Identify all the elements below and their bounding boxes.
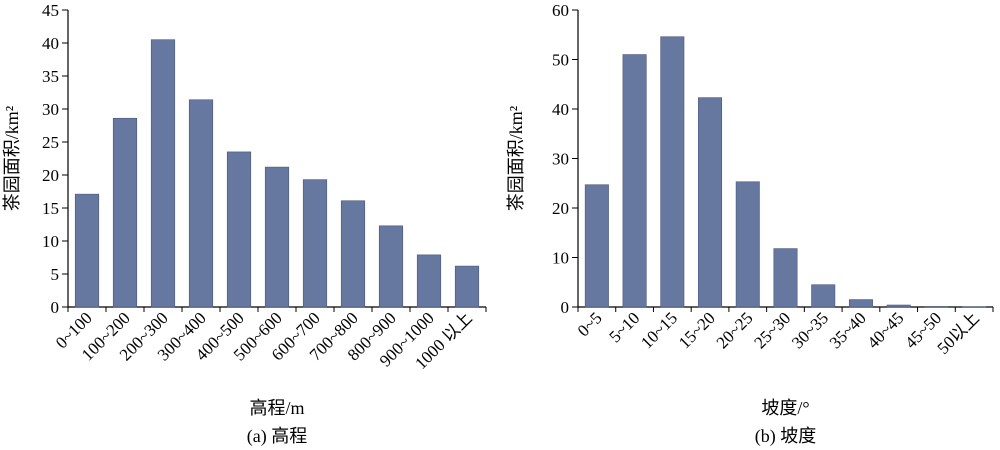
chart-0-caption: (a) 高程 — [247, 426, 307, 447]
chart-1-bar — [848, 299, 873, 308]
chart-0-bar — [340, 200, 366, 308]
chart-1-ytick-label: 60 — [552, 1, 569, 20]
chart-0-bar — [416, 254, 442, 308]
chart-1-xlabel: 坡度/° — [761, 398, 809, 418]
chart-0-bar — [74, 193, 100, 308]
chart-1-bar — [698, 97, 723, 308]
chart-1-bar — [584, 184, 609, 308]
chart-1-xtick-label: 20~25 — [713, 308, 757, 352]
chart-1-xtick-label: 30~35 — [788, 308, 832, 352]
chart-1-xtick-label: 40~45 — [864, 308, 908, 352]
chart-1-bar — [660, 36, 685, 308]
chart-0-ytick-label: 5 — [51, 265, 60, 284]
chart-0-ytick-label: 20 — [42, 166, 59, 185]
chart-0-ytick-label: 0 — [51, 298, 60, 317]
chart-0-bar — [454, 265, 480, 308]
chart-0-ylabel: 茶园面积/km² — [2, 106, 22, 211]
chart-0-bar — [188, 99, 214, 308]
chart-0-xlabel: 高程/m — [249, 398, 304, 418]
chart-0-ytick-label: 45 — [42, 1, 59, 20]
chart-1-bar — [886, 304, 911, 308]
chart-1-xtick-label: 0~5 — [574, 308, 606, 340]
chart-1-bar — [811, 284, 836, 308]
chart-1-ytick-label: 10 — [552, 249, 569, 268]
chart-1-xtick-label: 10~15 — [637, 308, 681, 352]
chart-0-ytick-label: 15 — [42, 199, 59, 218]
chart-1-xtick-label: 25~30 — [750, 308, 794, 352]
chart-1-bar — [622, 54, 647, 308]
chart-1-ytick-label: 30 — [552, 150, 569, 169]
chart-1-ytick-label: 40 — [552, 100, 569, 119]
chart-1-ylabel: 茶园面积/km² — [506, 106, 526, 211]
chart-0-bar — [264, 166, 290, 308]
chart-0-bar — [112, 117, 138, 308]
chart-0-ytick-label: 25 — [42, 133, 59, 152]
chart-0-bar — [150, 39, 176, 308]
chart-0-ytick-label: 35 — [42, 67, 59, 86]
chart-1-ytick-label: 50 — [552, 51, 569, 70]
chart-0-bar — [302, 179, 328, 308]
chart-1-xtick-label: 35~40 — [826, 308, 870, 352]
chart-0-bar — [378, 225, 404, 308]
chart-1-xtick-label: 15~20 — [675, 308, 719, 352]
chart-0-ytick-label: 30 — [42, 100, 59, 119]
chart-1-bar — [773, 248, 798, 308]
chart-1-bar — [735, 181, 760, 308]
chart-0-ytick-label: 40 — [42, 34, 59, 53]
chart-1-ytick-label: 0 — [561, 298, 570, 317]
chart-1-caption: (b) 坡度 — [755, 426, 817, 447]
chart-0-bar — [226, 151, 252, 308]
chart-0-ytick-label: 10 — [42, 232, 59, 251]
chart-1-xtick-label: 50以上 — [933, 308, 982, 357]
chart-1-ytick-label: 20 — [552, 199, 569, 218]
